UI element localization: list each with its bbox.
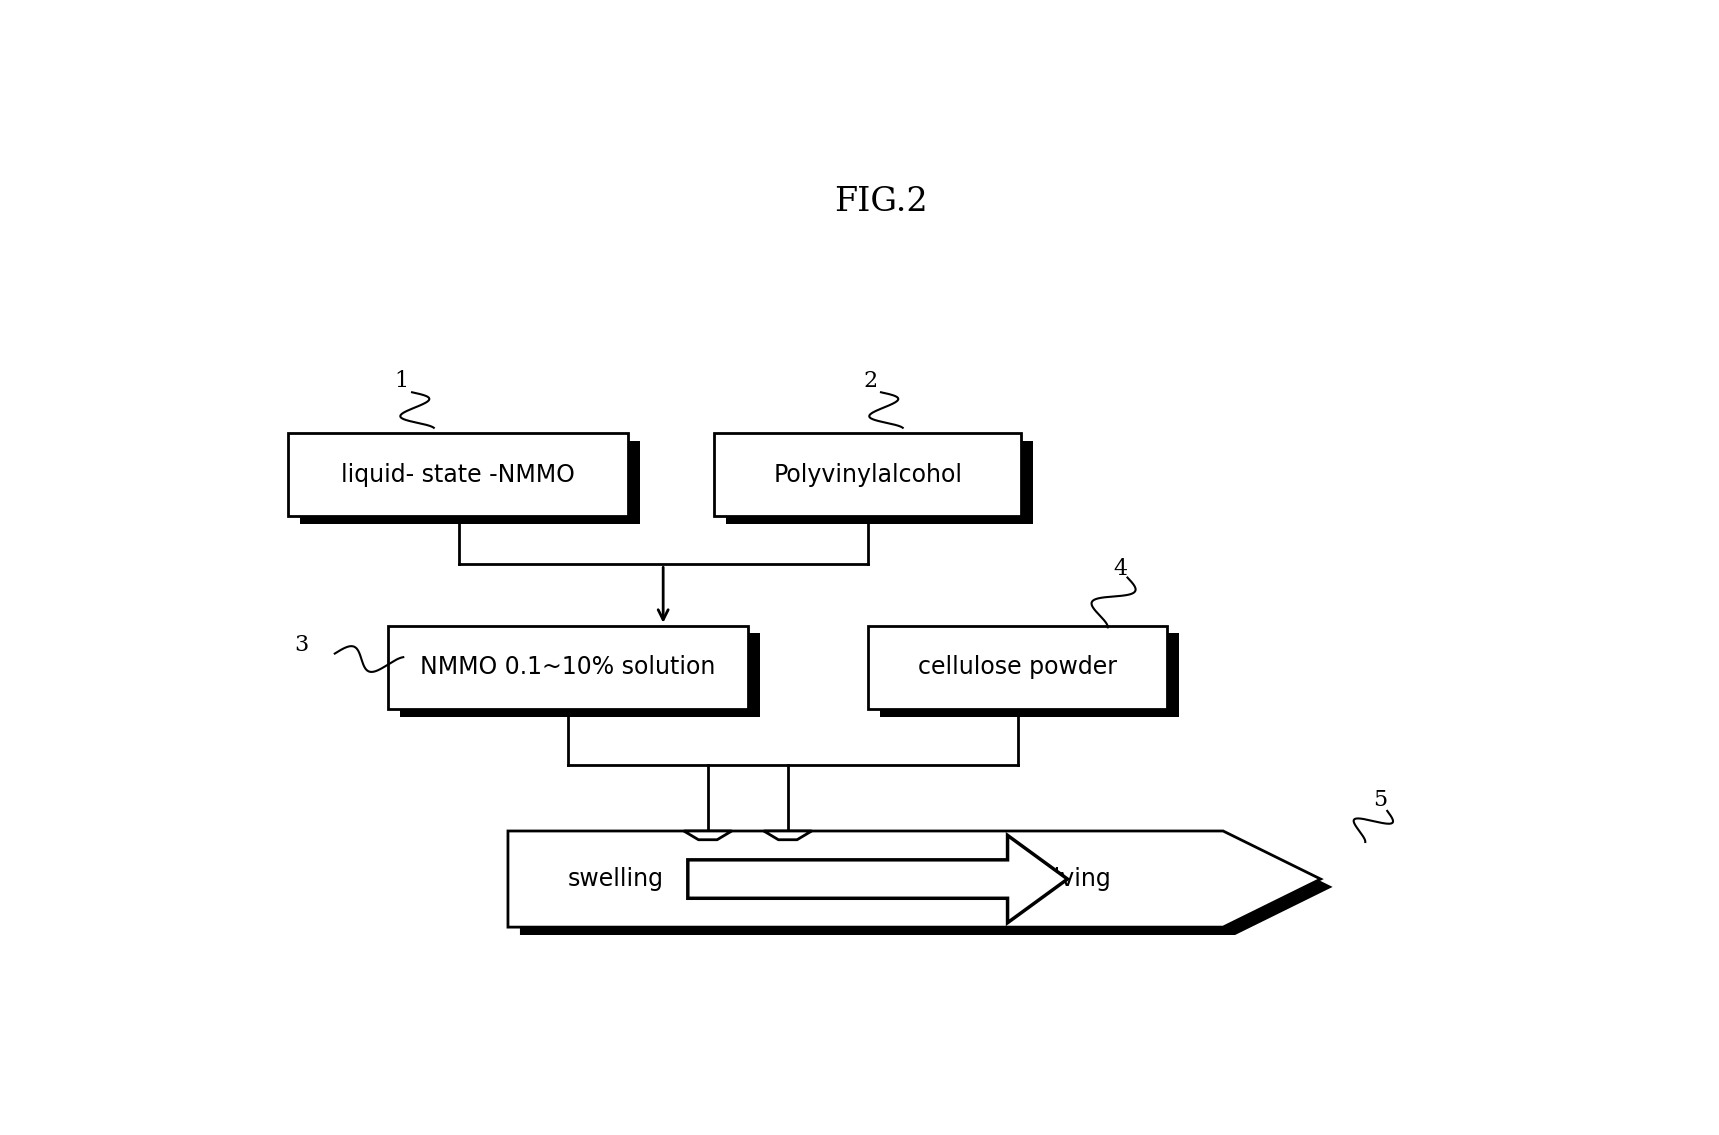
Text: 3: 3: [294, 633, 309, 656]
Text: 1: 1: [394, 370, 409, 392]
Text: NMMO 0.1~10% solution: NMMO 0.1~10% solution: [419, 655, 715, 679]
Text: liquid- state -NMMO: liquid- state -NMMO: [340, 463, 574, 487]
Bar: [727, 442, 1033, 524]
Text: FIG.2: FIG.2: [834, 186, 928, 218]
Bar: [868, 625, 1167, 708]
Polygon shape: [763, 831, 811, 840]
Text: cellulose powder: cellulose powder: [918, 655, 1117, 679]
Bar: [388, 625, 748, 708]
Bar: [301, 442, 639, 524]
Bar: [401, 633, 760, 716]
Text: swelling: swelling: [567, 867, 664, 891]
Polygon shape: [688, 835, 1067, 923]
Text: dissolving: dissolving: [994, 867, 1112, 891]
Text: 5: 5: [1373, 790, 1387, 812]
Bar: [289, 434, 627, 516]
Text: 4: 4: [1114, 557, 1128, 580]
Bar: [715, 434, 1021, 516]
Polygon shape: [509, 831, 1320, 927]
Bar: [880, 633, 1179, 716]
Text: Polyvinylalcohol: Polyvinylalcohol: [774, 463, 963, 487]
Text: 2: 2: [863, 370, 877, 392]
Polygon shape: [684, 831, 732, 840]
Polygon shape: [519, 839, 1332, 935]
